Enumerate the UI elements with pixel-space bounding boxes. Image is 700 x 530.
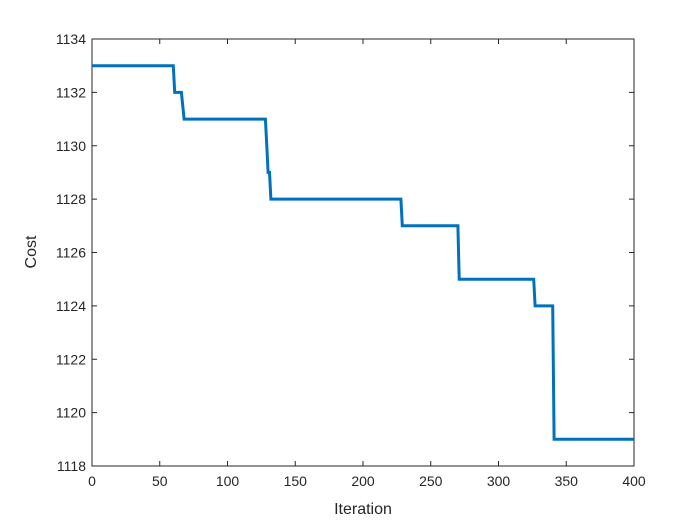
x-tick-label: 350	[555, 473, 579, 489]
y-axis-label: Cost	[23, 235, 40, 268]
x-axis-label: Iteration	[334, 501, 392, 518]
x-tick-label: 50	[152, 473, 168, 489]
x-tick-label: 100	[216, 473, 240, 489]
wechat-icon	[559, 485, 586, 506]
y-tick-label: 1122	[56, 351, 86, 367]
y-tick-label: 1130	[56, 138, 86, 154]
cost-series-line	[92, 64, 634, 441]
y-tick-label: 1124	[56, 298, 86, 314]
y-tick-label: 1126	[56, 245, 86, 261]
x-tick-label: 400	[622, 473, 646, 489]
watermark-subtext: @51CTO博客	[598, 506, 673, 521]
y-tick-label: 1132	[56, 84, 86, 100]
data-layer	[92, 64, 634, 441]
watermark: 天天Matlab @51CTO博客	[559, 485, 673, 521]
x-tick-label: 250	[419, 473, 443, 489]
y-tick-label: 1120	[56, 405, 86, 421]
y-tick-label: 1128	[56, 191, 86, 207]
watermark-text: 天天Matlab	[588, 486, 663, 503]
y-tick-label: 1118	[57, 458, 86, 474]
x-tick-label: 150	[284, 473, 308, 489]
ticks-layer: 0 50 100 150 200 250 300 350 400 1118 1120 1122 1124…	[56, 31, 646, 489]
x-tick-label: 300	[487, 473, 511, 489]
x-tick-label: 0	[88, 473, 96, 489]
y-tick-label: 1134	[56, 31, 86, 47]
x-tick-label: 200	[351, 473, 375, 489]
